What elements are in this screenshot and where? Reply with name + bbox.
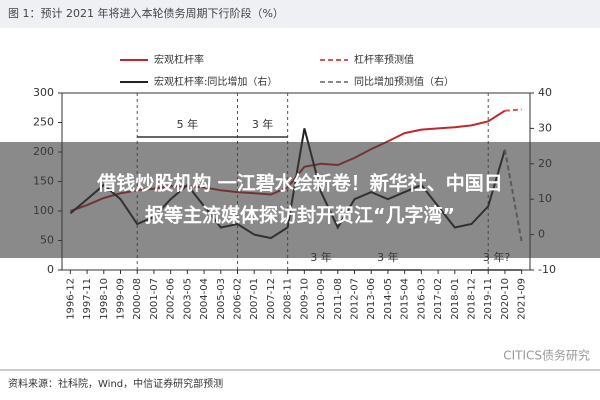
series-line <box>504 108 522 112</box>
x-tick-label: 1998-10 <box>99 278 110 320</box>
legend-label: 同比增加预测值（右） <box>354 75 454 88</box>
x-tick-label: 2018-01 <box>450 278 461 320</box>
x-tick-label: 2001-07 <box>149 278 160 320</box>
x-tick-label: 2008-11 <box>283 278 294 320</box>
legend-label: 杠杆率预测值 <box>354 53 414 66</box>
y-tick-label: 300 <box>33 86 54 99</box>
y-tick-label: 0 <box>47 263 54 276</box>
x-tick-label: 2011-08 <box>333 278 344 320</box>
x-tick-label: 1996-12 <box>65 278 76 320</box>
x-tick-label: 2015-04 <box>400 278 411 320</box>
title-bar <box>0 0 600 28</box>
x-tick-label: 2010-09 <box>316 278 327 320</box>
x-tick-label: 2013-06 <box>366 278 377 320</box>
annotation: 3 年 <box>252 117 274 131</box>
y2-tick-label: 30 <box>538 121 552 134</box>
banner-text: 借钱炒股机构 一江碧水绘新卷！新华社、中国日 <box>96 172 503 195</box>
x-tick-label: 2005-03 <box>216 278 227 320</box>
x-tick-label: 2007-12 <box>266 278 277 320</box>
banner-text: 报等主流媒体探访封开贺江“几字湾” <box>145 204 455 227</box>
x-tick-label: 2014-05 <box>383 278 394 320</box>
x-tick-label: 1997-11 <box>82 278 93 320</box>
watermark: CITICS债务研究 <box>503 348 590 363</box>
banner-bg <box>0 142 600 258</box>
x-tick-label: 2012-07 <box>350 278 361 320</box>
x-tick-label: 2004-04 <box>199 278 210 320</box>
chart-title: 图 1：预计 2021 年将进入本轮债务周期下行阶段（%） <box>8 6 284 20</box>
x-tick-label: 2016-03 <box>416 278 427 320</box>
y2-tick-label: 40 <box>538 86 552 99</box>
legend-label: 宏观杠杆率:同比增加（右） <box>154 75 277 88</box>
x-tick-label: 2017-02 <box>433 278 444 320</box>
annotation: 5 年 <box>177 117 199 131</box>
x-tick-label: 2009-10 <box>299 278 310 320</box>
y2-tick-label: -10 <box>538 263 556 276</box>
source: 资料来源：社科院，Wind，中信证券研究部预测 <box>8 377 223 390</box>
x-tick-label: 2019-11 <box>483 278 494 320</box>
x-tick-label: 2007-01 <box>249 278 260 320</box>
x-tick-label: 2003-05 <box>182 278 193 320</box>
x-tick-label: 2018-12 <box>467 278 478 320</box>
x-tick-label: 2006-02 <box>233 278 244 320</box>
x-tick-label: 2021-09 <box>517 278 528 320</box>
legend-label: 宏观杠杆率 <box>154 53 204 66</box>
x-tick-label: 2020-10 <box>500 278 511 320</box>
x-tick-label: 1999-09 <box>116 278 127 320</box>
x-tick-label: 2000-08 <box>132 278 143 320</box>
x-tick-label: 2002-06 <box>166 278 177 320</box>
y-tick-label: 250 <box>33 116 54 129</box>
